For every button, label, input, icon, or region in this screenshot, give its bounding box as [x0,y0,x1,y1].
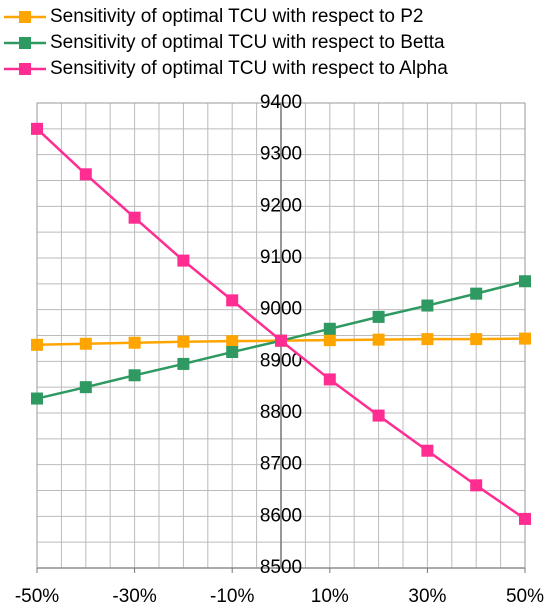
marker [519,332,531,345]
marker [519,275,531,288]
marker [275,334,287,347]
marker [226,346,239,359]
marker [323,373,336,386]
marker [421,299,434,312]
marker [323,334,336,347]
marker [128,369,141,382]
legend-label: Sensitivity of optimal TCU with respect … [50,32,445,53]
marker [372,409,385,422]
x-tick-label: 10% [311,586,349,607]
legend-label: Sensitivity of optimal TCU with respect … [50,58,448,79]
y-tick-label: 8500 [260,557,302,578]
marker [421,333,434,346]
marker [31,122,43,135]
x-tick-label: 50% [506,586,544,607]
marker [372,333,385,346]
legend-marker [19,63,31,75]
marker [177,254,190,267]
marker [421,444,434,457]
y-tick-label: 9100 [260,247,302,268]
legend-marker [19,11,31,23]
x-tick-label: -30% [112,586,156,607]
x-tick-label: -50% [15,586,59,607]
y-tick-label: 9400 [260,92,302,113]
marker [470,333,483,346]
y-tick-label: 8800 [260,402,302,423]
marker [470,479,483,492]
y-tick-label: 9200 [260,195,302,216]
legend-label: Sensitivity of optimal TCU with respect … [50,6,423,27]
x-tick-label: 30% [408,586,446,607]
marker [128,336,141,349]
marker [128,211,141,224]
marker [79,168,92,181]
legend-marker [19,37,31,49]
marker [372,310,385,323]
marker [226,335,239,348]
y-tick-label: 8600 [260,505,302,526]
x-tick-label: -10% [210,586,254,607]
marker [470,287,483,300]
y-tick-label: 8900 [260,350,302,371]
y-tick-label: 9300 [260,144,302,165]
marker [31,392,43,405]
y-tick-label: 8700 [260,454,302,475]
y-tick-label: 9000 [260,299,302,320]
marker [79,381,92,394]
marker [519,512,531,525]
marker [177,357,190,370]
marker [31,338,43,351]
marker [323,322,336,335]
marker [177,335,190,348]
marker [226,294,239,307]
marker [79,337,92,350]
